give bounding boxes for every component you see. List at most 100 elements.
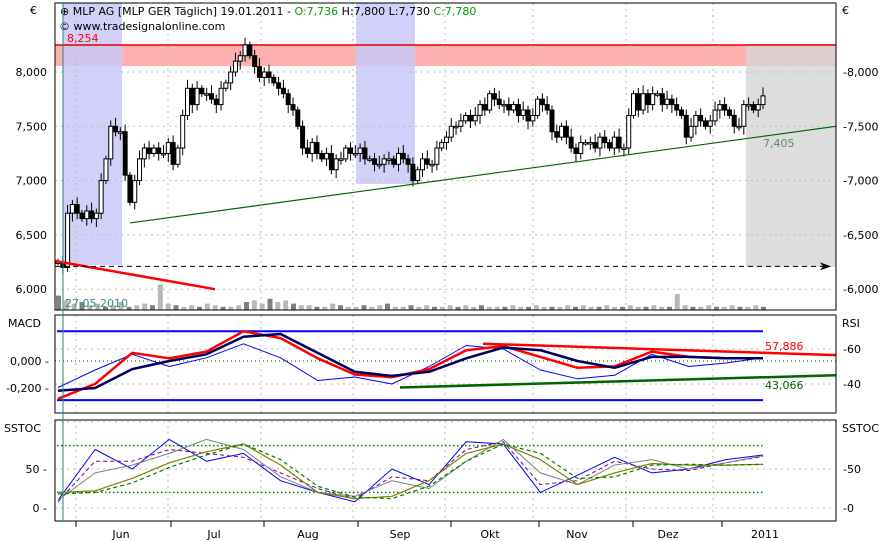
candle-body — [194, 87, 200, 106]
volume-bar — [275, 302, 281, 310]
candle-body — [472, 114, 478, 122]
candle-body — [103, 158, 109, 182]
candle — [568, 128, 574, 153]
candle — [194, 81, 200, 111]
candle — [396, 147, 402, 172]
candle-body — [242, 44, 248, 57]
candle — [314, 135, 320, 160]
candle — [683, 109, 689, 145]
candle — [573, 143, 579, 162]
candle — [631, 90, 637, 119]
volume-bar — [244, 302, 249, 310]
sstoc-tick-label-left: 50 - — [26, 463, 47, 476]
candle — [717, 100, 723, 119]
volume-bar — [259, 303, 265, 310]
candle-body — [127, 174, 133, 203]
volume-bar — [71, 303, 77, 310]
candle-body — [324, 152, 330, 160]
candle — [415, 166, 421, 184]
volume-bar — [596, 306, 602, 310]
candle — [247, 41, 253, 59]
volume-bar — [361, 305, 367, 310]
candle-body — [108, 125, 114, 160]
candle-body — [539, 98, 545, 106]
sstoc-tick-label-right: -50 — [843, 463, 861, 476]
candle — [352, 144, 358, 159]
macd-axis: 0,000 - -0,200 - -60 -40 — [6, 343, 861, 395]
candle-body — [199, 87, 205, 95]
candle-body — [597, 136, 603, 149]
candle — [678, 106, 684, 119]
candle — [213, 94, 219, 114]
volume-bar — [369, 306, 375, 310]
volume-bar — [338, 305, 343, 310]
candle-body — [132, 180, 138, 203]
arrow-right-icon — [820, 262, 831, 271]
candle — [65, 204, 71, 273]
candle-body — [631, 93, 637, 116]
candle — [726, 106, 732, 119]
candle — [453, 121, 459, 135]
sstoc-panel: SSTOC SSTOC 50 - -50 0 - -0 — [4, 419, 879, 522]
candle-body — [611, 136, 617, 149]
candle — [309, 138, 315, 162]
candle — [707, 115, 713, 134]
candle — [280, 79, 286, 99]
candle — [266, 64, 272, 84]
y-tick-label-right: -6,000 — [843, 283, 878, 296]
volume-bar — [251, 300, 257, 310]
volume-bar — [197, 306, 202, 310]
y-tick-label-left: 8,000 — [16, 66, 48, 79]
candle — [218, 81, 224, 111]
candle-body — [333, 158, 339, 171]
candle — [127, 171, 133, 206]
candle — [103, 155, 109, 184]
candle-body — [520, 109, 526, 116]
volume-bar — [682, 305, 688, 310]
candle-body — [419, 158, 425, 171]
volume-bar — [314, 306, 320, 310]
candle — [271, 74, 277, 87]
candle-body — [688, 125, 694, 138]
candle-body — [626, 114, 632, 149]
candle-body — [698, 114, 704, 122]
candle — [328, 144, 334, 175]
candle — [511, 101, 517, 114]
candle — [223, 79, 229, 92]
rsi-resistance-line — [482, 342, 837, 357]
candle-body — [165, 142, 171, 154]
candle — [443, 131, 449, 150]
volume-bar — [761, 306, 766, 310]
candle-body — [491, 93, 497, 100]
candle — [348, 142, 354, 161]
candle — [554, 124, 560, 144]
candle — [693, 110, 699, 135]
candle — [635, 87, 641, 118]
candle-body — [141, 147, 147, 160]
candle — [372, 153, 378, 172]
volume-bar — [635, 306, 641, 310]
candle — [563, 120, 569, 145]
x-tick-label: Okt — [480, 528, 500, 541]
volume-bar — [134, 305, 140, 310]
candle — [650, 86, 656, 111]
candle — [578, 135, 584, 160]
currency-left: € — [30, 4, 37, 17]
candle-body — [678, 109, 684, 116]
volume-bar — [627, 305, 633, 310]
candle-body — [372, 158, 378, 165]
candle — [184, 79, 190, 121]
volume-bar — [424, 305, 430, 310]
candle-body — [74, 203, 80, 214]
volume-bar — [103, 306, 108, 310]
candle — [324, 147, 330, 167]
candle-body — [352, 152, 358, 156]
candle — [165, 138, 171, 162]
candle-body — [731, 114, 737, 127]
candle — [664, 90, 670, 110]
candle-body — [247, 44, 253, 57]
candle — [583, 139, 589, 146]
candle-body — [443, 136, 449, 144]
volume-bar — [330, 303, 336, 310]
candle-body — [439, 142, 445, 149]
